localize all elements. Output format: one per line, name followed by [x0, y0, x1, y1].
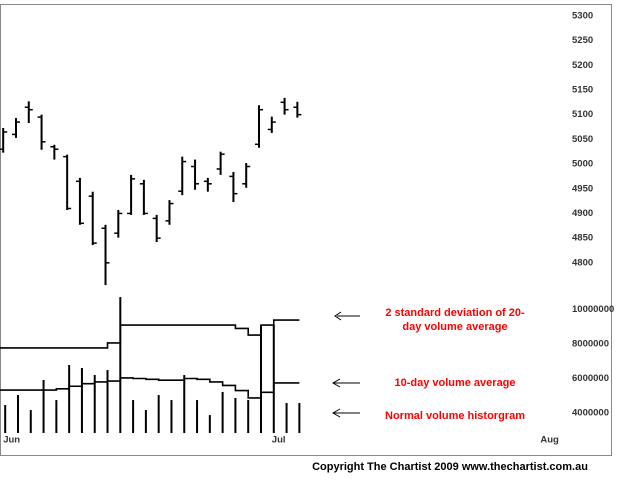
- y-tick-label: 6000000: [572, 373, 609, 384]
- x-tick-label: Jul: [272, 435, 286, 446]
- x-tick-label: Aug: [540, 435, 559, 446]
- y-tick-label: 5050: [572, 134, 593, 145]
- volume-line: [0, 319, 300, 349]
- y-tick-label: 4000000: [572, 408, 609, 419]
- y-tick-label: 8000000: [572, 339, 609, 350]
- y-tick-label: 5000: [572, 159, 593, 170]
- y-tick-label: 5200: [572, 60, 593, 71]
- y-tick-label: 4850: [572, 233, 593, 244]
- annotation: Normal volume historgram: [385, 410, 525, 422]
- annotation: day volume average: [402, 321, 507, 333]
- y-tick-label: 4800: [572, 257, 593, 268]
- annotation: 2 standard deviation of 20-: [385, 307, 525, 319]
- volume-line: [0, 377, 300, 399]
- annotation: 10-day volume average: [394, 377, 515, 389]
- frame: [0, 4, 612, 456]
- arrows: [331, 311, 360, 418]
- y-tick-label: 10000000: [572, 304, 614, 315]
- x-tick-label: Jun: [3, 435, 20, 446]
- y-tick-label: 5150: [572, 84, 593, 95]
- y-tick-label: 5300: [572, 10, 593, 21]
- footer: Copyright The Chartist 2009 www.thechart…: [312, 461, 588, 473]
- y-tick-label: 4950: [572, 183, 593, 194]
- y-tick-label: 5250: [572, 35, 593, 46]
- y-tick-label: 5100: [572, 109, 593, 120]
- y-tick-label: 4900: [572, 208, 593, 219]
